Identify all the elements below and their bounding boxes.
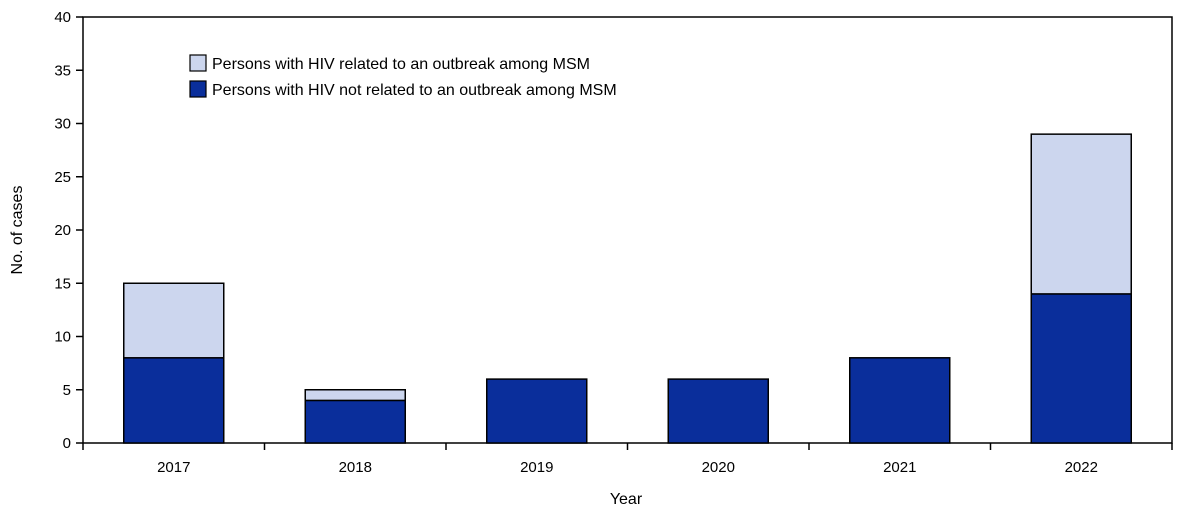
y-tick-label: 30 xyxy=(54,116,71,133)
bar-segment-related xyxy=(304,389,406,402)
bar-segment-related xyxy=(123,282,225,359)
bars xyxy=(123,133,1132,444)
legend-swatch xyxy=(189,80,207,98)
y-tick-label: 0 xyxy=(63,435,71,452)
x-axis-title: Year xyxy=(610,491,643,508)
bar-segment-not-related xyxy=(849,357,951,444)
y-tick-label: 35 xyxy=(54,62,71,79)
y-tick-label: 40 xyxy=(54,9,71,26)
axes: 0 5 10 15 20 25 30 35 40 2017 2018 2019 2020 2021 2022 xyxy=(54,9,1173,476)
y-tick-label: 15 xyxy=(54,275,71,292)
bar-segment-not-related xyxy=(304,399,406,444)
legend-label: Persons with HIV related to an outbreak … xyxy=(212,56,590,73)
legend-swatch xyxy=(189,54,207,72)
x-tick-label: 2017 xyxy=(157,459,190,476)
bar-segment-not-related xyxy=(1030,293,1132,444)
y-axis-title: No. of cases xyxy=(9,186,26,275)
bar-segment-related xyxy=(1030,133,1132,295)
bar-segment-not-related xyxy=(123,357,225,444)
y-tick-label: 10 xyxy=(54,329,71,346)
legend: Persons with HIV related to an outbreak … xyxy=(189,54,617,99)
x-tick-label: 2021 xyxy=(883,459,916,476)
y-tick-label: 25 xyxy=(54,169,71,186)
x-tick-label: 2020 xyxy=(702,459,735,476)
x-tick-label: 2019 xyxy=(520,459,553,476)
x-tick-label: 2018 xyxy=(339,459,372,476)
y-tick-label: 5 xyxy=(63,382,71,399)
plot-frame xyxy=(82,16,1173,444)
legend-label: Persons with HIV not related to an outbr… xyxy=(212,82,617,99)
bar-segment-not-related xyxy=(486,378,588,444)
x-tick-label: 2022 xyxy=(1065,459,1098,476)
y-tick-label: 20 xyxy=(54,222,71,239)
bar-segment-not-related xyxy=(667,378,769,444)
